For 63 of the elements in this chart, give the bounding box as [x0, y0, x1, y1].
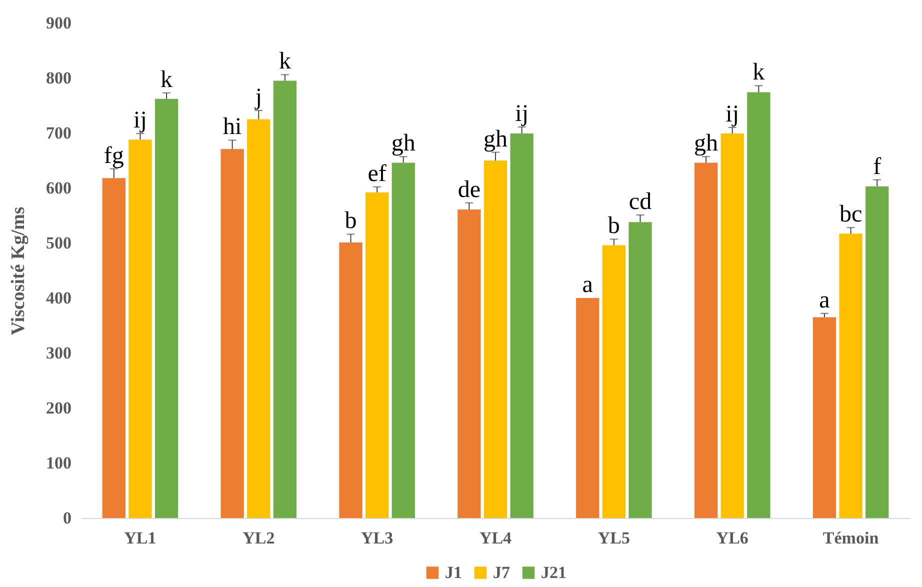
- annotation: k: [160, 66, 173, 93]
- bar: [365, 192, 389, 518]
- bar: [510, 134, 534, 518]
- y-tick-label: 900: [46, 14, 72, 32]
- bar: [102, 178, 126, 518]
- x-tick-label: YL5: [598, 528, 630, 548]
- bar: [220, 148, 244, 518]
- annotation: gh: [391, 130, 416, 157]
- bar: [392, 162, 415, 518]
- legend-label: J21: [541, 562, 566, 582]
- y-tick-label: 100: [46, 454, 72, 472]
- bar: [128, 140, 152, 518]
- bar: [812, 317, 836, 518]
- bar: [839, 234, 862, 518]
- bar: [273, 80, 297, 518]
- legend-label: J1: [445, 562, 462, 582]
- annotation: bc: [839, 202, 862, 228]
- x-tick-label: YL4: [479, 528, 512, 548]
- y-tick-label: 300: [46, 344, 72, 362]
- annotation: a: [582, 272, 594, 298]
- annotation: gh: [694, 130, 718, 157]
- annotation: ij: [134, 108, 147, 134]
- bar: [602, 245, 626, 518]
- annotation: cd: [628, 188, 652, 215]
- annotation: ij: [726, 102, 740, 128]
- x-tick-label: YL6: [716, 528, 748, 548]
- annotation: de: [458, 176, 481, 203]
- annotation: b: [344, 208, 357, 234]
- annotation: b: [608, 213, 620, 240]
- annotation: a: [819, 287, 830, 314]
- y-tick-label: 600: [46, 178, 72, 198]
- annotation: ij: [515, 100, 528, 127]
- y-tick-label: 200: [46, 398, 72, 418]
- legend-label: J7: [493, 562, 510, 582]
- annotation: k: [752, 60, 765, 86]
- y-tick-label: 500: [46, 234, 72, 252]
- x-tick-label: Témoin: [822, 528, 880, 548]
- annotation: j: [254, 84, 262, 110]
- y-tick-label: 700: [46, 124, 72, 142]
- bar: [747, 92, 770, 518]
- y-tick-label: 0: [63, 508, 72, 528]
- annotation: gh: [484, 126, 508, 152]
- annotation: hi: [222, 114, 242, 140]
- annotation: k: [278, 48, 291, 75]
- bar: [866, 186, 889, 518]
- bar: [720, 134, 744, 518]
- x-tick-label: YL3: [361, 528, 394, 548]
- annotation: f: [873, 154, 882, 180]
- y-tick-label: 800: [46, 68, 72, 88]
- bar: [484, 160, 508, 518]
- bar: [458, 209, 481, 518]
- bar: [339, 242, 362, 518]
- bar: [628, 222, 652, 518]
- x-tick-label: YL2: [242, 528, 275, 548]
- y-axis-title: Viscosité Kg/ms: [8, 206, 29, 336]
- annotation: ef: [368, 160, 386, 187]
- bar: [247, 119, 270, 518]
- bar: [576, 298, 600, 518]
- y-tick-label: 400: [46, 288, 72, 308]
- annotation: fg: [104, 142, 124, 169]
- x-tick-label: YL1: [124, 528, 156, 548]
- bar: [694, 162, 718, 518]
- bar: [154, 98, 178, 518]
